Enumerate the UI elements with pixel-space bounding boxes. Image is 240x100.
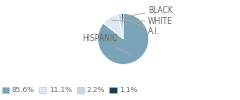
Wedge shape (121, 14, 123, 39)
Wedge shape (98, 14, 149, 64)
Text: A.I.: A.I. (123, 17, 160, 36)
Legend: 85.6%, 11.1%, 2.2%, 1.1%: 85.6%, 11.1%, 2.2%, 1.1% (0, 84, 141, 96)
Wedge shape (118, 14, 123, 39)
Text: HISPANIC: HISPANIC (82, 34, 131, 55)
Text: WHITE: WHITE (112, 17, 173, 26)
Wedge shape (103, 14, 123, 39)
Text: BLACK: BLACK (120, 6, 173, 18)
